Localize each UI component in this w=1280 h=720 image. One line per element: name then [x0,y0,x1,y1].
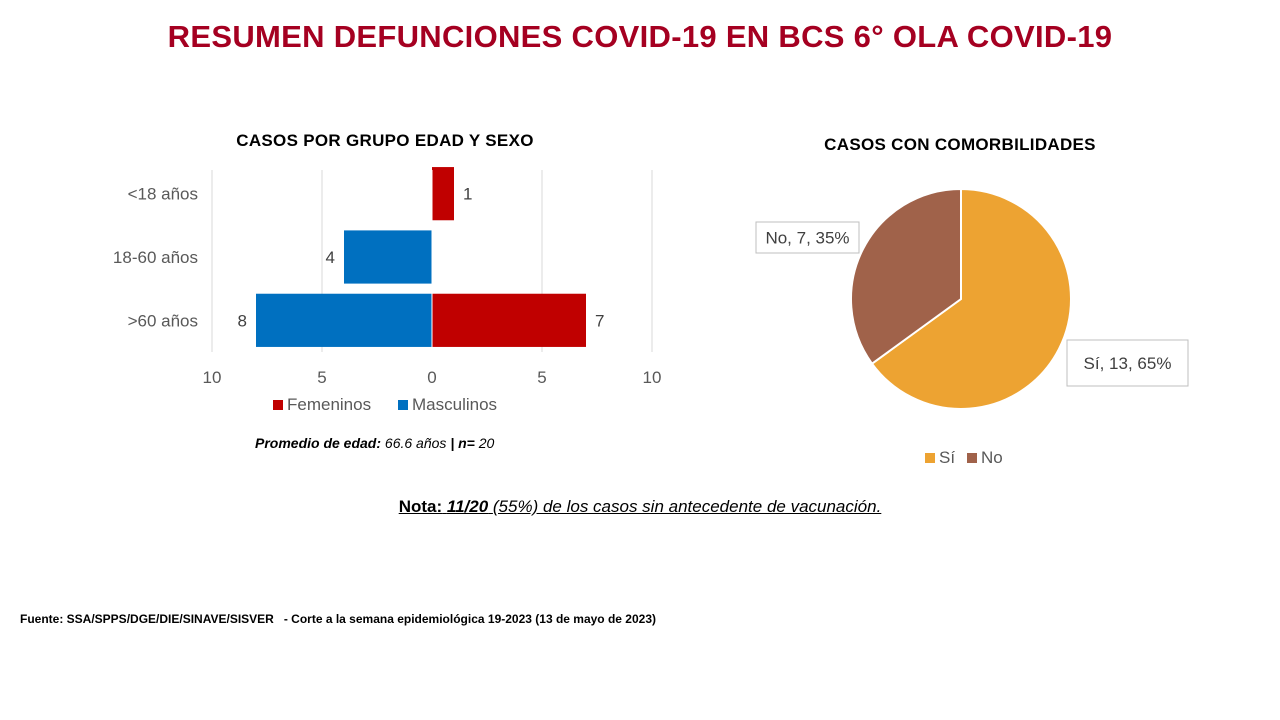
age-summary: Promedio de edad: 66.6 años | n= 20 [255,435,494,451]
data-label-masculinos: 8 [238,311,247,330]
bar-masculinos [344,230,432,284]
legend-swatch-si [925,453,935,463]
pie-slice-no [850,187,962,366]
legend-swatch-masculinos [398,400,408,410]
pie-slice-si [870,187,1072,410]
average-age-label: Promedio de edad: [255,435,382,451]
y-category-label: <18 años [128,185,198,204]
note-fraction: 11/20 [446,497,489,516]
legend-label-masculinos: Masculinos [412,395,497,414]
average-age-value: 66.6 años [384,435,447,451]
bar-femeninos [432,167,454,221]
data-label-femeninos: 7 [595,311,604,330]
vaccination-note: Nota: 11/20 (55%) de los casos sin antec… [0,497,1280,517]
y-category-label: >60 años [128,311,198,330]
data-label-femeninos: 1 [463,185,472,204]
bar-masculinos [256,293,432,347]
note-text: (55%) de los casos sin antecedente de va… [492,497,882,516]
y-category-label: 18-60 años [113,248,198,267]
data-label-box-si [1066,339,1189,387]
x-tick-label: 5 [537,368,546,387]
x-tick-label: 0 [427,368,436,387]
source-footer: Fuente: SSA/SPPS/DGE/DIE/SINAVE/SISVER -… [20,612,656,626]
legend-label-femeninos: Femeninos [287,395,371,414]
x-tick-label: 5 [317,368,326,387]
data-label-box-no [755,221,860,254]
data-label-masculinos: 4 [326,248,335,267]
legend-swatch-femeninos [273,400,283,410]
age-sex-bar-chart: 10 5 0 5 10 <18 años 1 18-60 años 4 >60 años 8 7 Fem… [113,167,662,414]
legend-label-si: Sí [939,448,955,467]
data-label-no: No, 7, 35% [765,229,849,248]
note-label: Nota: [398,497,443,516]
legend-label-no: No [981,448,1003,467]
n-label: n= [458,435,475,451]
legend-swatch-no [967,453,977,463]
summary-separator: | [450,435,455,451]
page-title: RESUMEN DEFUNCIONES COVID-19 EN BCS 6° O… [167,19,1113,54]
x-tick-label: 10 [643,368,662,387]
data-label-si: Sí, 13, 65% [1084,354,1172,373]
x-tick-label: 10 [203,368,222,387]
bar-chart-title: CASOS POR GRUPO EDAD Y SEXO [236,131,534,150]
bar-femeninos [432,293,586,347]
n-value: 20 [478,435,495,451]
pie-chart-title: CASOS CON COMORBILIDADES [824,135,1096,154]
comorbidities-pie-chart: Sí, 13, 65% No, 7, 35% Sí No [755,187,1189,467]
